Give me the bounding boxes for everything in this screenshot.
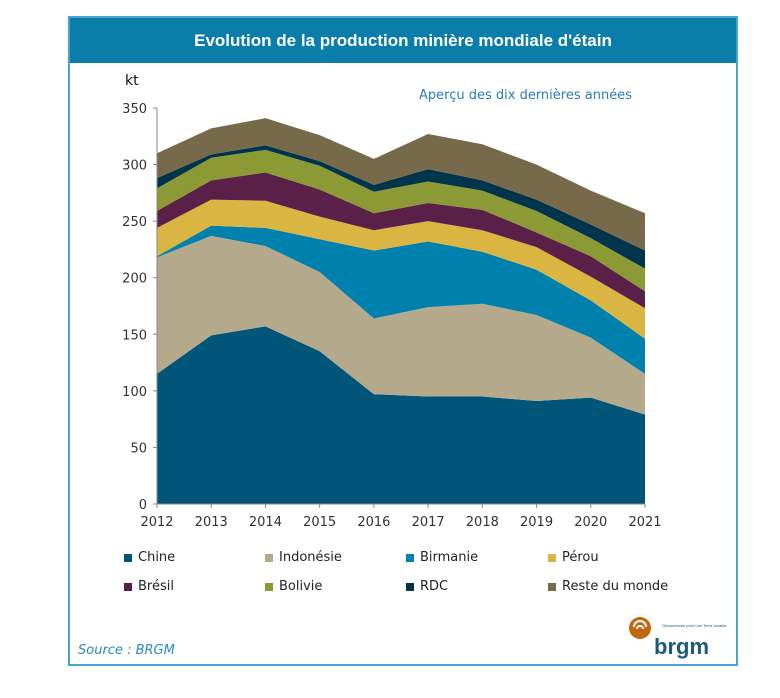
legend-swatch <box>406 553 414 562</box>
svg-text:brgm: brgm <box>654 634 709 659</box>
y-tick-label: 250 <box>122 215 147 230</box>
svg-text:Géosciences pour une Terre dur: Géosciences pour une Terre durable <box>662 623 727 628</box>
brgm-logo: brgm Géosciences pour une Terre durable <box>626 614 736 660</box>
source-note: Source : BRGM <box>78 643 175 658</box>
legend-label: Bolivie <box>279 579 323 594</box>
area-bolivie <box>157 149 645 292</box>
legend-label: Birmanie <box>420 550 479 565</box>
area-reste-du-monde <box>157 118 645 251</box>
legend-item: Pérou <box>548 550 599 565</box>
legend-item: Bolivie <box>265 579 322 594</box>
brgm-logo-icon: brgm Géosciences pour une Terre durable <box>629 617 727 659</box>
area-chine <box>157 326 645 504</box>
legend-item: Birmanie <box>406 550 478 565</box>
area-rdc <box>157 145 645 269</box>
x-tick-label: 2020 <box>574 515 607 530</box>
chart-frame: Evolution de la production minière mondi… <box>68 16 738 666</box>
y-tick-label: 0 <box>139 498 147 513</box>
x-tick-label: 2013 <box>195 515 228 530</box>
y-tick-label: 350 <box>122 102 147 117</box>
x-tick-label: 2021 <box>628 515 661 530</box>
y-tick-label: 200 <box>122 272 147 287</box>
legend-swatch <box>265 582 273 591</box>
area-birmanie <box>157 225 645 374</box>
legend-swatch <box>548 553 556 562</box>
legend-swatch <box>265 553 273 562</box>
x-tick-label: 2017 <box>412 515 445 530</box>
legend-item: Brésil <box>124 579 174 594</box>
legend-swatch <box>124 553 132 562</box>
x-tick-label: 2018 <box>466 515 499 530</box>
legend-swatch <box>124 582 132 591</box>
area-brésil <box>157 172 645 309</box>
y-tick-label: 50 <box>130 441 147 456</box>
y-tick-label: 300 <box>122 159 147 174</box>
legend-label: Chine <box>138 550 176 565</box>
y-axis-label: kt <box>125 73 139 89</box>
legend-item: RDC <box>406 579 448 594</box>
legend-label: Reste du monde <box>562 579 669 594</box>
area-indonésie <box>157 235 645 415</box>
legend-item: Chine <box>124 550 175 565</box>
legend-label: Brésil <box>138 579 174 594</box>
legend-item: Indonésie <box>265 550 342 565</box>
chart-subtitle: Aperçu des dix dernières années <box>419 88 632 103</box>
x-tick-label: 2015 <box>303 515 336 530</box>
x-tick-label: 2014 <box>249 515 282 530</box>
legend-label: RDC <box>420 579 449 594</box>
legend-item: Reste du monde <box>548 579 668 594</box>
x-tick-label: 2019 <box>520 515 553 530</box>
x-tick-label: 2012 <box>140 515 173 530</box>
area-pérou <box>157 199 645 339</box>
chart-title: Evolution de la production minière mondi… <box>70 18 736 63</box>
legend-swatch <box>548 582 556 591</box>
legend-swatch <box>406 582 414 591</box>
legend-label: Pérou <box>562 550 599 565</box>
legend-label: Indonésie <box>279 550 342 565</box>
x-tick-label: 2016 <box>357 515 390 530</box>
y-tick-label: 150 <box>122 328 147 343</box>
y-tick-label: 100 <box>122 385 147 400</box>
